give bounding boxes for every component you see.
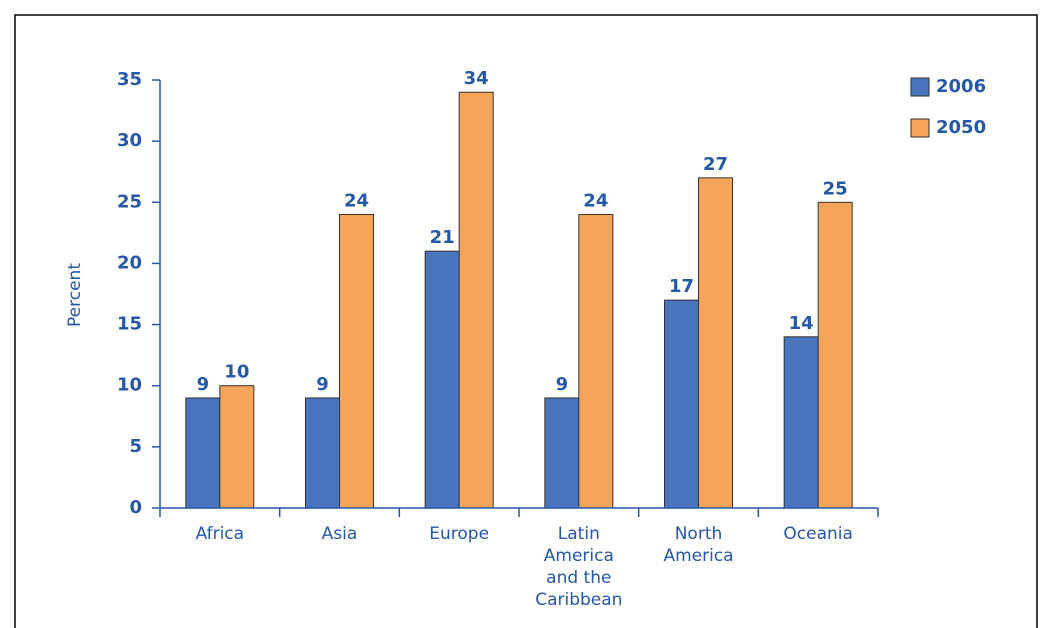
data-label: 9: [556, 374, 569, 395]
data-label: 14: [789, 313, 814, 334]
y-tick-label: 30: [117, 130, 142, 151]
data-label: 10: [224, 362, 249, 383]
data-label: 25: [823, 178, 848, 199]
data-label: 24: [344, 191, 369, 212]
bar: [817, 201, 853, 509]
legend-swatch: [910, 77, 930, 97]
bar: [339, 214, 374, 509]
data-label: 27: [703, 154, 728, 175]
x-tick-label: Oceania: [783, 524, 853, 544]
bar: [544, 397, 580, 509]
x-tick-label: Africa: [196, 524, 245, 544]
y-tick-label: 15: [117, 314, 142, 335]
bar: [185, 397, 221, 509]
x-tick-label: North America: [663, 524, 733, 566]
bar: [458, 91, 494, 509]
data-label: 34: [464, 68, 489, 89]
y-tick-label: 25: [117, 191, 142, 212]
legend-label: 2050: [936, 117, 986, 138]
frame: [14, 14, 1038, 628]
data-label: 17: [669, 276, 694, 297]
y-tick-label: 20: [117, 252, 142, 273]
y-axis-label: Percent: [65, 263, 85, 327]
x-tick-label: Asia: [322, 524, 358, 544]
legend-label: 2006: [936, 76, 986, 97]
bar: [664, 299, 699, 509]
data-label: 21: [430, 227, 455, 248]
bar: [305, 397, 340, 509]
data-label: 9: [316, 374, 329, 395]
bar: [219, 385, 255, 509]
bar: [578, 214, 614, 509]
data-label: 24: [583, 191, 608, 212]
data-label: 9: [197, 374, 210, 395]
y-tick-label: 10: [117, 375, 142, 396]
bar: [783, 336, 819, 509]
y-tick-label: 0: [129, 497, 142, 518]
legend-swatch: [910, 118, 930, 138]
x-tick-label: Latin America and the Caribbean: [535, 524, 622, 610]
y-tick-label: 35: [117, 69, 142, 90]
x-tick-label: Europe: [429, 524, 489, 544]
bar: [698, 177, 733, 509]
y-tick-label: 5: [129, 436, 142, 457]
bar: [424, 250, 460, 509]
